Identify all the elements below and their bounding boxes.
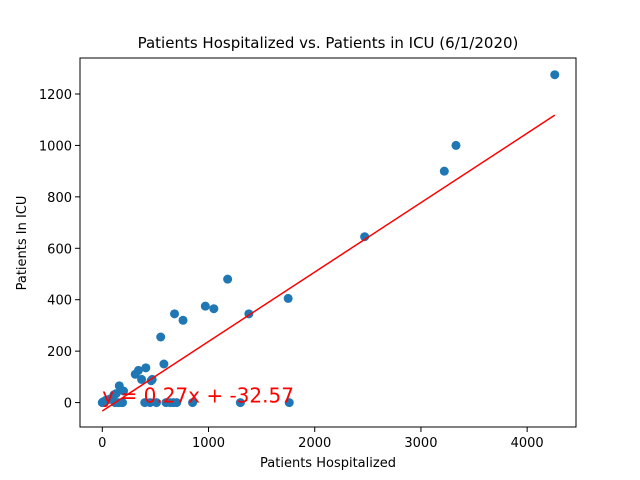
data-point: [451, 140, 461, 150]
data-point: [178, 315, 188, 325]
x-tick-label: 2000: [298, 436, 331, 451]
y-axis-label: Patients In ICU: [15, 196, 30, 291]
data-point: [200, 301, 210, 311]
data-point: [111, 389, 121, 399]
data-point: [117, 398, 127, 408]
data-points: [97, 70, 560, 408]
data-point: [141, 363, 151, 373]
chart-title: Patients Hospitalized vs. Patients in IC…: [138, 34, 519, 52]
regression-line: [101, 114, 556, 412]
data-point: [223, 274, 233, 284]
data-point: [439, 166, 449, 176]
data-point: [360, 232, 370, 242]
y-tick-label: 0: [64, 397, 72, 412]
x-tick-label: 1000: [192, 436, 225, 451]
y-tick-label: 600: [47, 242, 72, 257]
y-tick-label: 1200: [39, 88, 72, 103]
data-point: [151, 398, 161, 408]
x-axis: 0 1000 2000 3000 4000: [98, 427, 544, 451]
data-point: [159, 359, 169, 369]
data-point: [145, 398, 155, 408]
data-point: [133, 365, 143, 375]
y-tick-label: 200: [47, 345, 72, 360]
data-point: [188, 398, 198, 408]
axes-frame: [79, 57, 577, 428]
x-tick-label: 3000: [404, 436, 437, 451]
y-axis: 0 200 400 600 800 1000 1200: [39, 88, 80, 412]
x-axis-label: Patients Hospitalized: [260, 456, 396, 471]
y-tick-label: 800: [47, 191, 72, 206]
data-point: [119, 386, 129, 396]
data-point: [137, 374, 147, 384]
plot-area: [97, 70, 560, 412]
regression-layer: [101, 114, 556, 412]
data-point: [283, 293, 293, 303]
x-tick-label: 4000: [511, 436, 544, 451]
data-point: [170, 309, 180, 319]
data-point: [550, 70, 560, 80]
data-point: [209, 304, 219, 314]
y-tick-label: 1000: [39, 139, 72, 154]
data-point: [156, 332, 166, 342]
x-tick-label: 0: [98, 436, 106, 451]
y-tick-label: 400: [47, 294, 72, 309]
data-point: [235, 398, 245, 408]
regression-equation-label: y = 0.27x + -32.57: [102, 384, 294, 408]
data-point: [172, 398, 182, 408]
data-point: [284, 398, 294, 408]
